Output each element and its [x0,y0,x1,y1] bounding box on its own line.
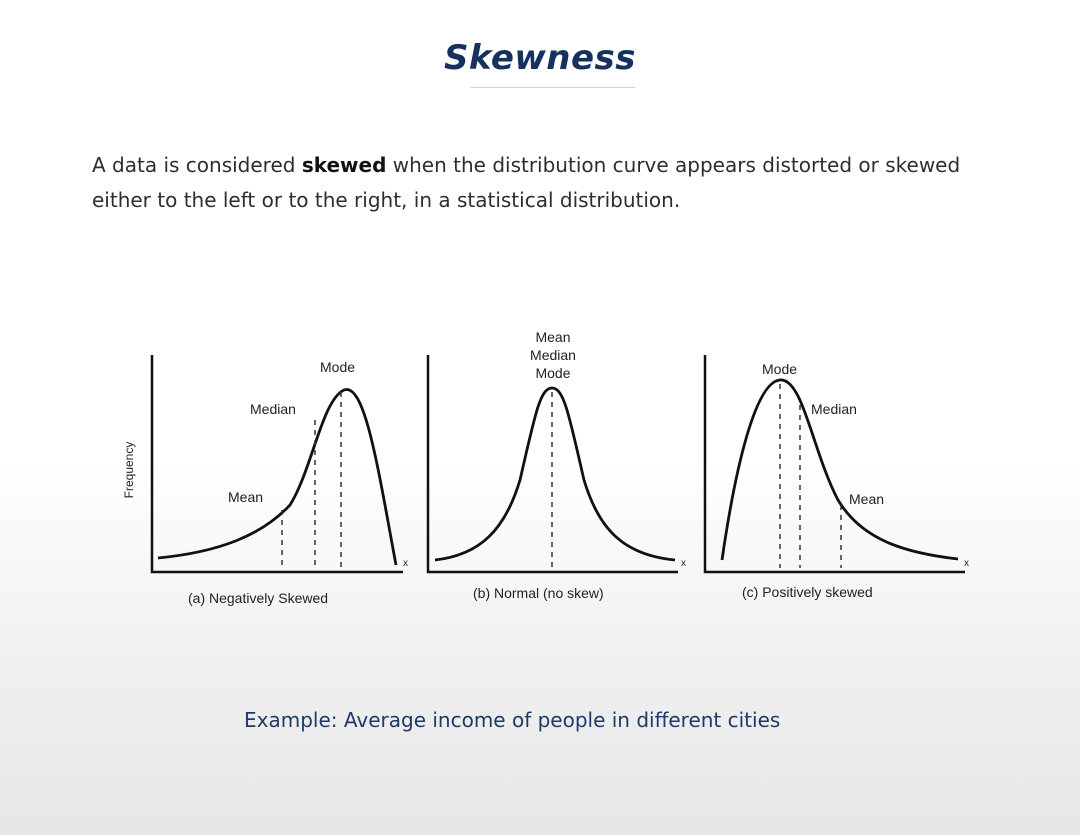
slide-title: Skewness [443,38,637,78]
mode-label-a: Mode [320,359,355,375]
slide-description: A data is considered skewed when the dis… [92,148,1012,218]
description-bold: skewed [301,153,387,177]
description-pre: A data is considered [92,153,302,177]
median-label-b: Median [530,347,576,363]
mode-label-c: Mode [762,361,797,377]
axes-a [150,355,403,574]
x-label-b: x [681,558,686,569]
axes-b [426,355,678,574]
mode-label-b: Mode [535,365,570,381]
panel-normal: Mean Median Mode x (b) Normal (no skew) [426,329,686,601]
title-underline [470,87,635,88]
curve-negative-skew [157,388,398,566]
caption-a: (a) Negatively Skewed [188,590,328,606]
x-label-a: x [403,558,408,569]
median-label-a: Median [250,401,296,417]
panel-negatively-skewed: Mode Median Mean x (a) Negatively Skewed [150,355,408,606]
description-post: when the distribution curve appears dist… [92,153,961,212]
example-text: Example: Average income of people in dif… [244,708,781,732]
caption-c: (c) Positively skewed [742,584,873,600]
mean-label-b: Mean [535,329,570,345]
panel-positively-skewed: Mode Median Mean x (c) Positively skewed [703,355,969,600]
axes-c [703,355,965,574]
curve-normal [434,386,676,562]
curve-positive-skew [720,378,959,561]
mean-label-a: Mean [228,489,263,505]
frequency-axis-label: Frequency [122,442,136,499]
x-label-c: x [964,558,969,569]
median-label-c: Median [811,401,857,417]
mean-label-c: Mean [849,491,884,507]
caption-b: (b) Normal (no skew) [473,585,604,601]
